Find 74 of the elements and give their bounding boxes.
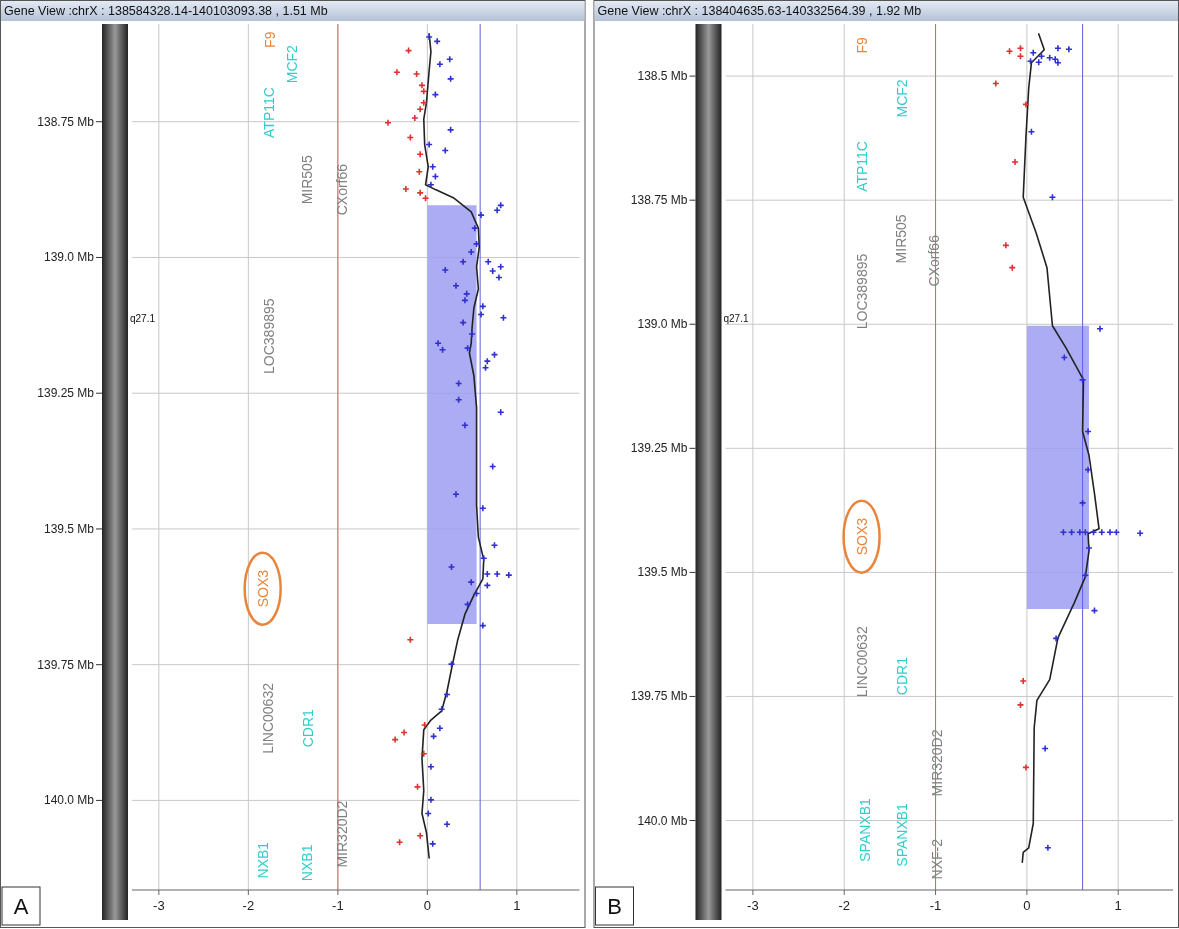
point	[1029, 48, 1038, 57]
y-tick-label: 139.75 Mb	[630, 689, 688, 704]
annotation: LOC389895	[260, 298, 277, 374]
point	[402, 185, 410, 193]
point	[1034, 58, 1043, 67]
y-tick-label: 139.75 Mb	[37, 657, 95, 672]
y-tick-label: 140.0 Mb	[43, 793, 95, 808]
point	[419, 98, 428, 107]
annotation: q27.1	[723, 312, 749, 324]
annotation: SPANXB1	[893, 802, 910, 867]
annotation: MCF2	[893, 79, 910, 118]
y-tick-label: 138.5 Mb	[637, 69, 688, 84]
annotation: LOC389895	[854, 253, 871, 330]
y-tick-label: 138.75 Mb	[37, 114, 95, 129]
x-tick-label: -1	[332, 898, 344, 913]
y-tick-label: 139.25 Mb	[37, 386, 95, 401]
y-tick-label: 139.5 Mb	[637, 565, 688, 580]
y-tick-label: 138.75 Mb	[630, 193, 688, 208]
annotation: SOX3	[853, 517, 870, 556]
annotation: SPANXB1	[857, 797, 874, 862]
annotation: MCF2	[284, 44, 301, 84]
point	[416, 105, 424, 114]
annotation: CXorf66	[334, 163, 351, 216]
x-tick-label: 1	[1114, 898, 1122, 913]
point	[1097, 528, 1106, 536]
y-tick-label: 139.0 Mb	[637, 317, 688, 332]
annotation: LINC00632	[260, 682, 277, 754]
x-tick-label: -3	[153, 898, 165, 913]
y-tick-label: 140.0 Mb	[637, 813, 688, 828]
point	[411, 114, 419, 122]
annotation: SOX3	[254, 569, 271, 608]
chart-title: Gene View :chrX : 138584328.14-140103093.38 , 1.51 Mb	[4, 4, 328, 18]
line-series	[1021, 33, 1100, 864]
point	[384, 119, 392, 127]
line-series	[421, 32, 485, 859]
x-tick-label: -3	[747, 898, 759, 913]
point	[1096, 324, 1104, 333]
point	[1076, 528, 1084, 536]
point	[1136, 529, 1144, 537]
annotation: NXF-2	[929, 838, 946, 880]
point	[1019, 677, 1028, 685]
annotation: F9	[853, 36, 870, 54]
annotation: CDR1	[300, 708, 317, 748]
annotation: NXB1	[254, 841, 271, 879]
annotation: q27.1	[130, 312, 156, 324]
point	[1085, 544, 1093, 552]
y-tick-label: 139.5 Mb	[43, 521, 95, 536]
annotation: NXB1	[298, 844, 315, 882]
point	[416, 831, 424, 840]
annotation: MIR320D2	[929, 729, 946, 797]
annotation: CXorf66	[925, 234, 942, 287]
annotation: CDR1	[893, 656, 910, 696]
annotation: MIR505	[298, 155, 315, 205]
point	[1106, 528, 1114, 536]
annotation: LINC00632	[854, 626, 871, 698]
point	[1011, 158, 1019, 166]
annotation: MIR505	[892, 214, 909, 264]
annotation: ATP11C	[260, 87, 277, 138]
x-tick-label: 0	[1023, 898, 1031, 913]
y-tick-label: 139.25 Mb	[630, 441, 688, 456]
annotation: F9	[261, 31, 278, 48]
annotation: MIR320D2	[334, 800, 351, 868]
x-tick-label: -2	[242, 898, 255, 913]
x-tick-label: 1	[513, 898, 521, 913]
x-tick-label: -1	[929, 898, 942, 913]
point	[419, 749, 428, 758]
point	[1044, 844, 1052, 852]
x-tick-label: 0	[423, 898, 431, 913]
y-tick-label: 139.0 Mb	[43, 250, 95, 265]
annotation: ATP11C	[854, 141, 871, 192]
text: A	[13, 893, 29, 919]
text: B	[607, 893, 622, 919]
x-tick-label: -2	[838, 898, 851, 913]
chart-title: Gene View :chrX : 138404635.63-140332564.39 , 1.92 Mb	[597, 4, 922, 18]
